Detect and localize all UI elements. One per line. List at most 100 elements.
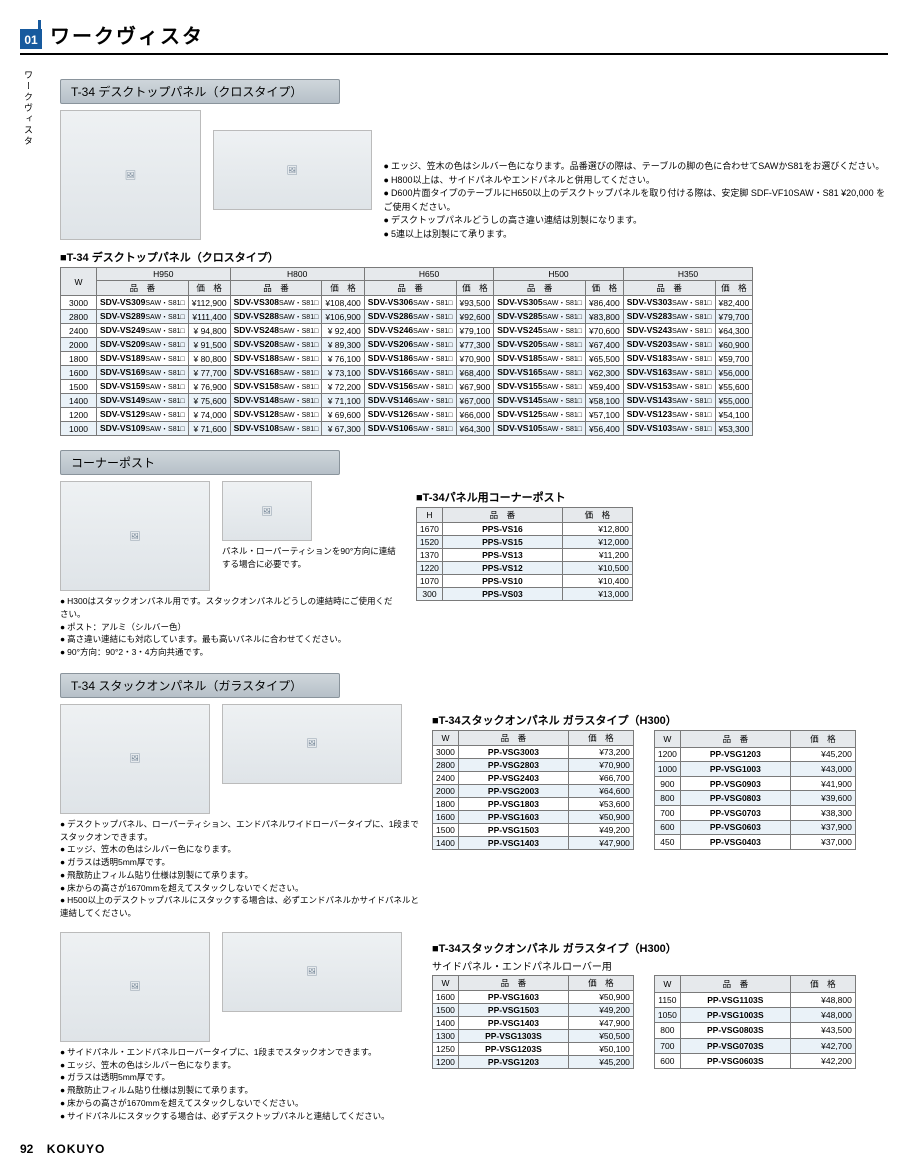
table-cell: SDV-VS246SAW・S81□ [364,324,456,338]
table-cell: ¥10,400 [562,575,632,588]
table-cell: ¥68,400 [456,366,494,380]
table-cell: PP-VSG1003S [680,1008,790,1023]
table-cell: PP-VSG1403 [458,1016,568,1029]
note-item: H300はスタックオンパネル用です。スタックオンパネルどうしの連結時にご使用くだ… [60,595,400,621]
product-image: 🖼 [60,932,210,1042]
table-cell: PP-VSG1603 [458,990,568,1003]
table-cell: ¥55,000 [715,394,753,408]
table-cell: ¥38,300 [790,805,855,820]
table-cell: SDV-VS106SAW・S81□ [364,422,456,436]
product-image: 🖼 [60,110,201,240]
product-image: 🖼 [213,130,372,210]
corner-post-table: H品 番価 格1670PPS-VS16¥12,8001520PPS-VS15¥1… [416,507,633,601]
table-cell: PP-VSG1203 [680,747,790,762]
table-cell: ¥77,300 [456,338,494,352]
table-cell: ¥56,400 [586,422,624,436]
table-cell: ¥112,900 [188,296,230,310]
table-cell: ¥ 94,800 [188,324,230,338]
table-cell: ¥92,600 [456,310,494,324]
table-cell: PP-VSG1203 [458,1055,568,1068]
table-cell: PP-VSG3003 [458,745,568,758]
table-cell: ¥58,100 [586,394,624,408]
table-cell: ¥37,000 [790,835,855,850]
note-item: H800以上は、サイドパネルやエンドパネルと併用してください。 [384,174,889,188]
table-cell: ¥ 74,000 [188,408,230,422]
table-cell: ¥79,100 [456,324,494,338]
table-cell: PP-VSG1503 [458,1003,568,1016]
table-cell: ¥ 89,300 [322,338,364,352]
table-cell: ¥50,100 [568,1042,633,1055]
table-cell: SDV-VS203SAW・S81□ [623,338,715,352]
table-cell: SDV-VS285SAW・S81□ [494,310,586,324]
table-cell: ¥ 72,200 [322,380,364,394]
table-cell: SDV-VS155SAW・S81□ [494,380,586,394]
table-cell: SDV-VS143SAW・S81□ [623,394,715,408]
table-cell: PP-VSG0603 [680,820,790,835]
table-cell: PPS-VS13 [442,549,562,562]
note-item: サイドパネルにスタックする場合は、必ずデスクトップパネルと連結してください。 [60,1110,420,1123]
table-cell: SDV-VS305SAW・S81□ [494,296,586,310]
table-cell: SDV-VS308SAW・S81□ [230,296,322,310]
product-image: 🖼 [60,704,210,814]
table-cell: SDV-VS188SAW・S81□ [230,352,322,366]
notes-list: エッジ、笠木の色はシルバー色になります。品番選びの際は、テーブルの脚の色に合わせ… [384,160,889,241]
side-label: ワークヴィスタ [22,70,35,147]
table-cell: ¥55,600 [715,380,753,394]
table-cell: ¥79,700 [715,310,753,324]
table-cell: SDV-VS189SAW・S81□ [97,352,189,366]
table-cell: SDV-VS309SAW・S81□ [97,296,189,310]
table-cell: ¥86,400 [586,296,624,310]
table-cell: SDV-VS168SAW・S81□ [230,366,322,380]
glass-table-b-right: W品 番価 格1150PP-VSG1103S¥48,8001050PP-VSG1… [654,975,856,1069]
desktop-panel-table: WH950H800H650H500H350品 番価 格品 番価 格品 番価 格品… [60,267,753,436]
table-cell: ¥66,700 [568,771,633,784]
note-item: エッジ、笠木の色はシルバー色になります。 [60,843,420,856]
table-cell: ¥45,200 [568,1055,633,1068]
table-cell: ¥67,900 [456,380,494,394]
table-cell: PPS-VS03 [442,588,562,601]
table-cell: PP-VSG2403 [458,771,568,784]
table-cell: ¥64,600 [568,784,633,797]
table-cell: PP-VSG0403 [680,835,790,850]
table-cell: SDV-VS249SAW・S81□ [97,324,189,338]
table-cell: ¥67,000 [456,394,494,408]
table-cell: ¥59,400 [586,380,624,394]
glass-table-a-right: W品 番価 格1200PP-VSG1203¥45,2001000PP-VSG10… [654,730,856,850]
table-cell: PP-VSG1803 [458,797,568,810]
table-cell: ¥13,000 [562,588,632,601]
table-cell: ¥12,000 [562,536,632,549]
table-cell: ¥82,400 [715,296,753,310]
table-cell: SDV-VS245SAW・S81□ [494,324,586,338]
note-item: デスクトップパネル、ローパーティション、エンドパネルワイドローバータイプに、1段… [60,818,420,844]
table-cell: ¥64,300 [456,422,494,436]
caption: パネル・ローパーティションを90°方向に連結する場合に必要です。 [222,545,400,571]
table-title: T-34スタックオンパネル ガラスタイプ（H300） [432,712,888,728]
table-cell: ¥66,000 [456,408,494,422]
table-cell: ¥ 91,500 [188,338,230,352]
table-cell: PPS-VS12 [442,562,562,575]
note-item: エッジ、笠木の色はシルバー色になります。 [60,1059,420,1072]
table-cell: ¥62,300 [586,366,624,380]
table-cell: SDV-VS159SAW・S81□ [97,380,189,394]
table-cell: ¥53,600 [568,797,633,810]
table-cell: SDV-VS153SAW・S81□ [623,380,715,394]
note-item: 飛散防止フィルム貼り仕様は別製にて承ります。 [60,869,420,882]
table-cell: ¥70,900 [456,352,494,366]
table-cell: SDV-VS105SAW・S81□ [494,422,586,436]
table-cell: PP-VSG0803S [680,1023,790,1038]
table-cell: ¥41,900 [790,776,855,791]
section-bar-stack-on-glass: T-34 スタックオンパネル（ガラスタイプ） [60,673,340,698]
table-cell: ¥70,900 [568,758,633,771]
table-cell: PP-VSG1203S [458,1042,568,1055]
product-image: 🖼 [222,932,402,1012]
note-item: 5連以上は別製にて承ります。 [384,228,889,242]
section-bar-desktop-panel: T-34 デスクトップパネル（クロスタイプ） [60,79,340,104]
table-cell: SDV-VS123SAW・S81□ [623,408,715,422]
table-cell: SDV-VS205SAW・S81□ [494,338,586,352]
table-cell: ¥47,900 [568,836,633,849]
table-cell: SDV-VS166SAW・S81□ [364,366,456,380]
table-cell: ¥10,500 [562,562,632,575]
table-cell: PP-VSG0803 [680,791,790,806]
table-cell: ¥50,500 [568,1029,633,1042]
table-cell: ¥64,300 [715,324,753,338]
